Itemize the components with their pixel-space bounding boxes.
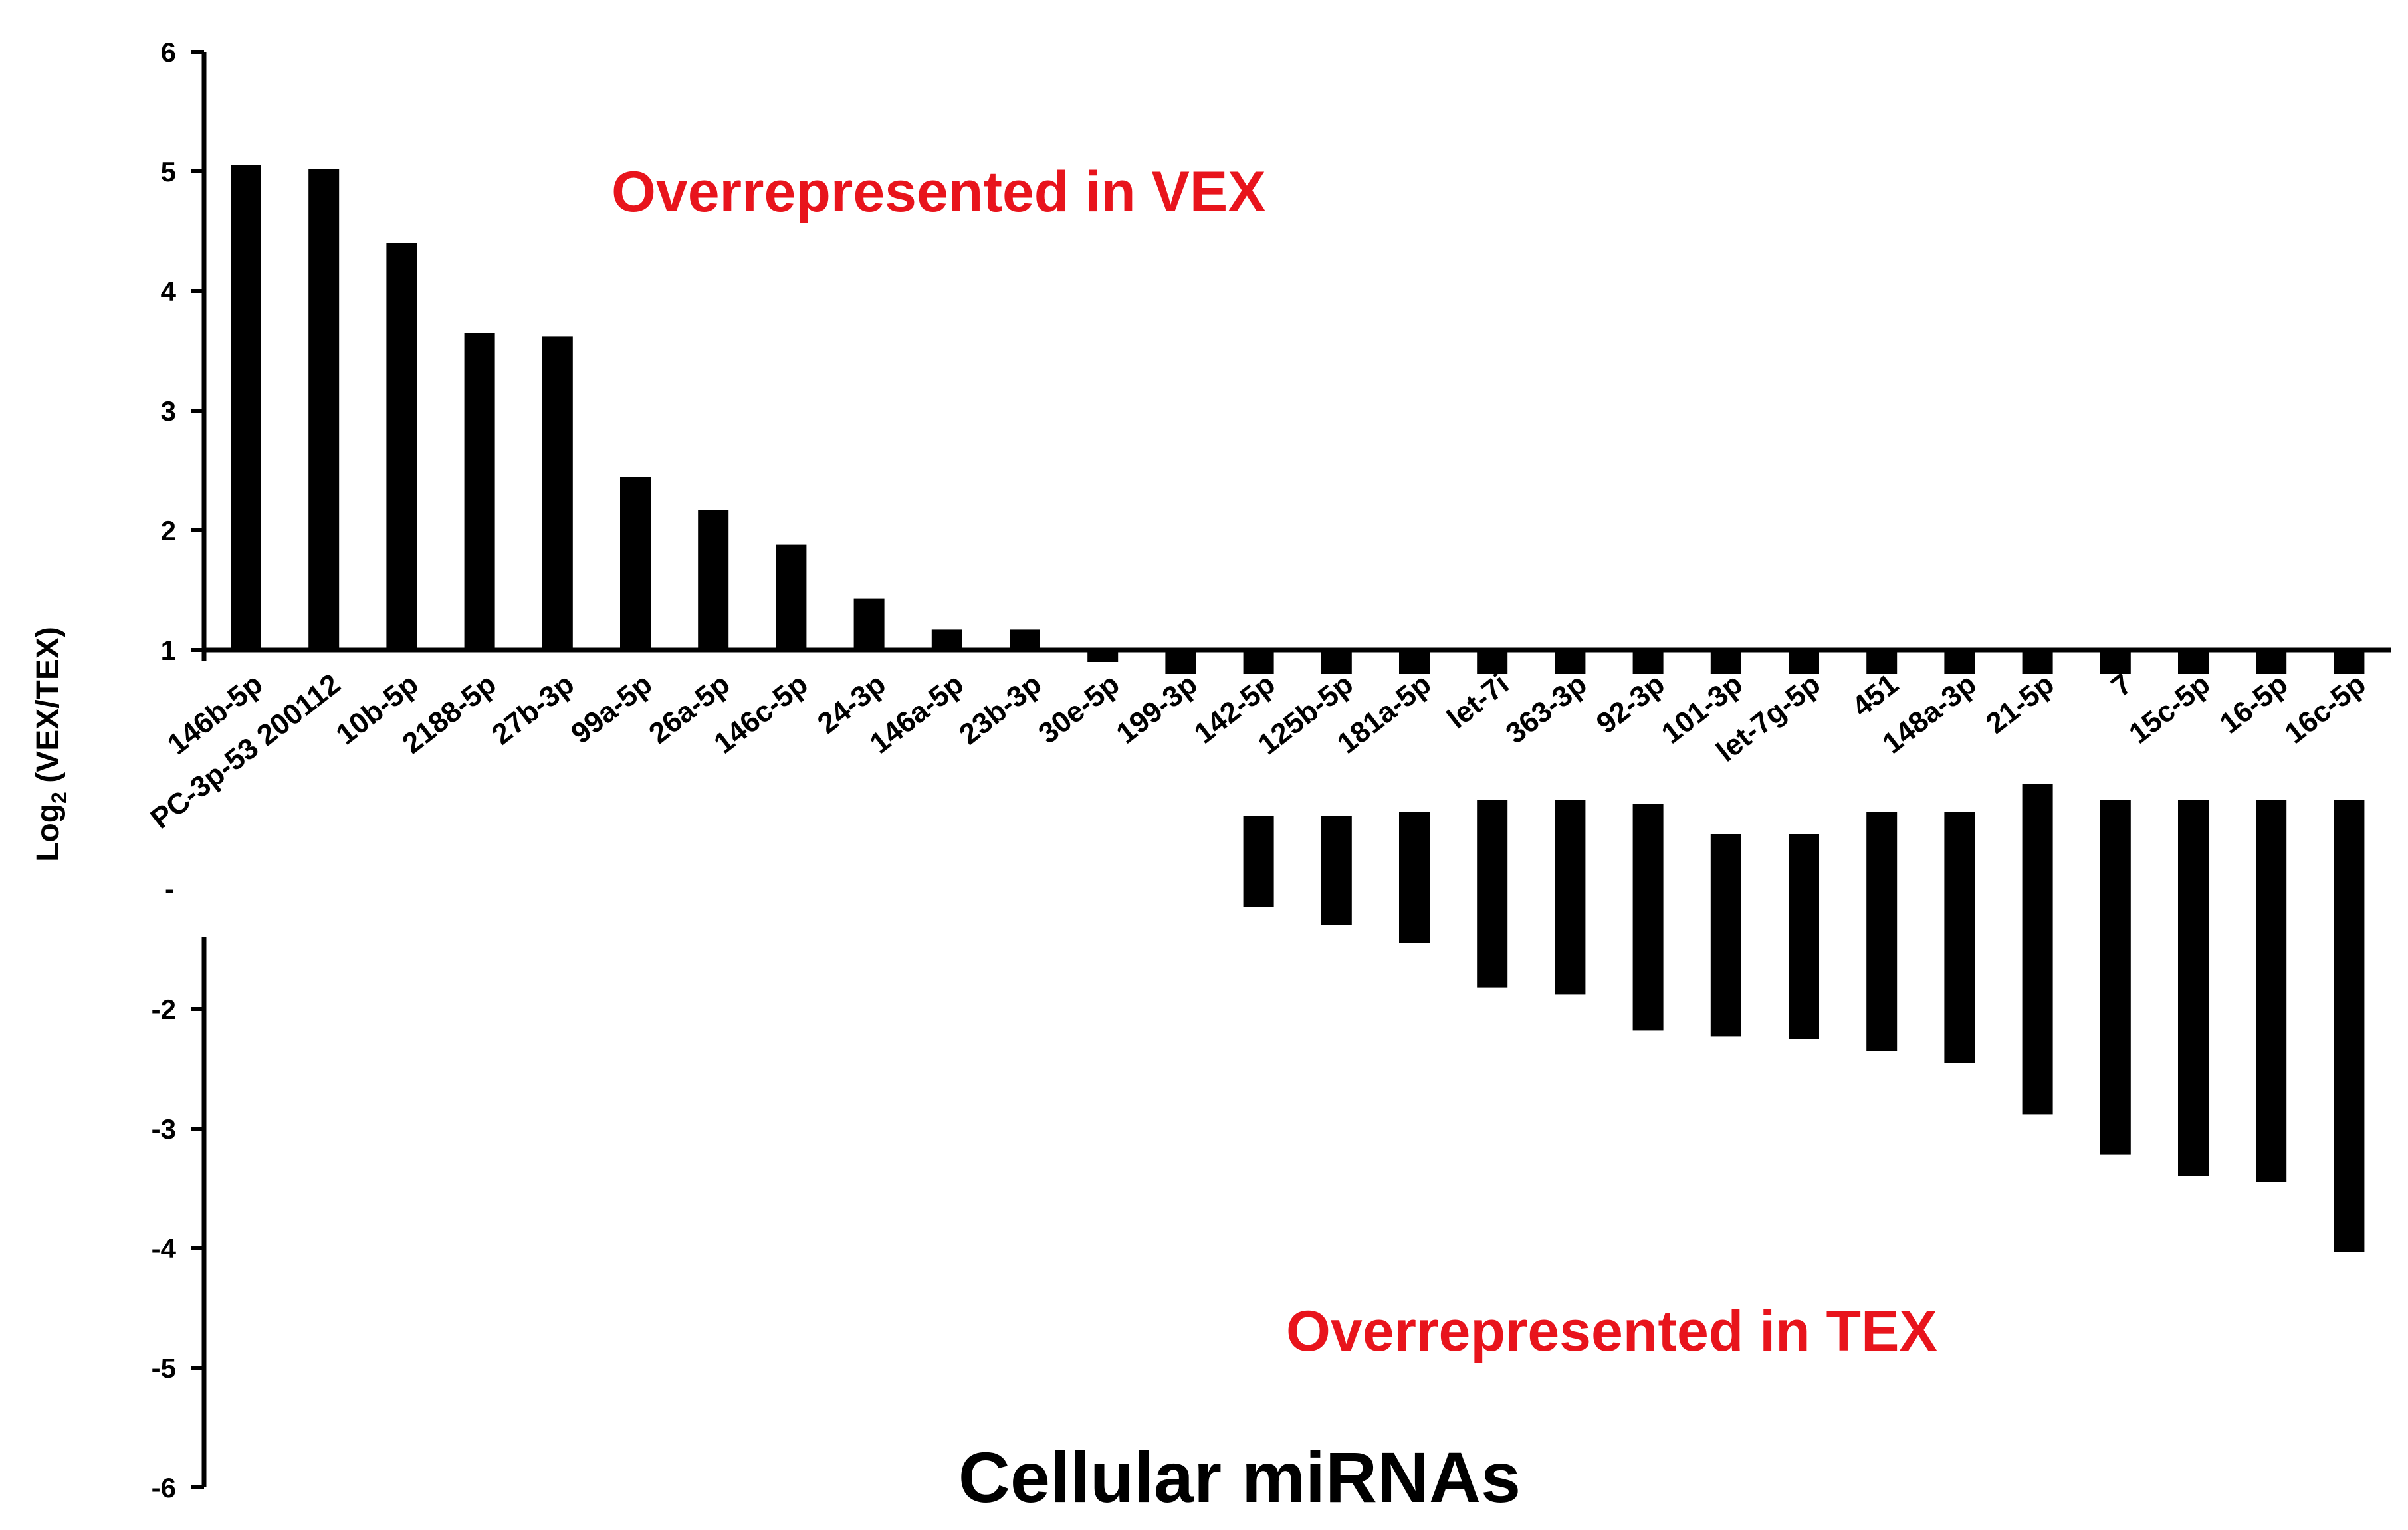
bar-lower [1321,816,1352,925]
x-axis-title: Cellular miRNAs [958,1437,1521,1517]
bar [776,544,807,650]
bar [1165,650,1196,674]
bar [698,510,729,650]
bar-lower [1866,812,1898,1051]
bar [386,243,417,650]
category-label: 15c-5p [2123,667,2216,750]
bar-lower [1555,800,1586,995]
bar-lower [2334,800,2365,1252]
category-label: 23b-3p [953,667,1047,751]
bar [853,598,885,650]
bar [1710,650,1741,674]
category-label: 16c-5p [2279,667,2372,750]
y-tick-label: -6 [152,1472,176,1503]
y-tick-label: 5 [161,156,176,187]
bar-lower [2022,784,2053,1115]
y-tick-label: 1 [161,635,176,666]
y-tick-label: 3 [161,395,176,427]
bar [1789,650,1819,674]
y-tick-label: 6 [161,37,176,68]
axes: -6 -5 -4 -3 -2 1 2 3 4 5 6 - [152,37,2391,1503]
y-axis-title: Log2 (VEX/TEX) [31,627,71,862]
y-tick-label: -5 [152,1353,176,1384]
bar-lower [1243,816,1274,907]
category-label: 451 [1846,667,1904,723]
category-label: 30e-5p [1032,667,1125,750]
y-tick-label: -2 [152,994,176,1025]
y-tick-label-break: - [165,873,174,905]
bar [1866,650,1898,674]
bar [1010,629,1040,650]
bar [1087,650,1119,662]
category-label: 199-3p [1111,667,1204,750]
annotation-tex: Overrepresented in TEX [1286,1299,1937,1363]
bar-lower [2256,800,2287,1182]
bar [1399,650,1430,674]
y-tick-label: 2 [161,515,176,546]
annotation-vex: Overrepresented in VEX [611,160,1266,224]
bar [2178,650,2209,674]
category-label: 363-3p [1500,667,1593,750]
bar-lower [1399,812,1430,943]
bar [620,477,651,650]
bar [308,169,340,650]
bar [2334,650,2365,674]
bar [931,629,962,650]
bar [464,333,495,650]
category-label: 21-5p [1980,667,2060,740]
bar [2100,650,2131,674]
bar-lower [1944,812,1975,1063]
bar-lower [1477,800,1508,988]
bar-lower [2178,800,2209,1176]
category-label: 99a-5p [565,667,658,750]
y-tick-label: -3 [152,1113,176,1145]
bar [1321,650,1352,674]
bar [231,165,261,650]
bar [1944,650,1975,674]
bar [1243,650,1274,674]
bar-lower [1789,834,1819,1039]
bar-lower [1710,834,1741,1037]
y-tick-label: -4 [152,1233,177,1264]
bar-lower [1632,804,1664,1031]
category-label: 7 [2105,667,2137,703]
y-tick-label: 4 [161,276,177,307]
bar [1555,650,1586,674]
bars [231,165,2365,1252]
category-label: 27b-3p [486,667,580,751]
bar [1477,650,1508,674]
bar [2022,650,2053,674]
bar [542,336,573,650]
bar-lower [2100,800,2131,1155]
bar [1632,650,1664,674]
bar [2256,650,2287,674]
